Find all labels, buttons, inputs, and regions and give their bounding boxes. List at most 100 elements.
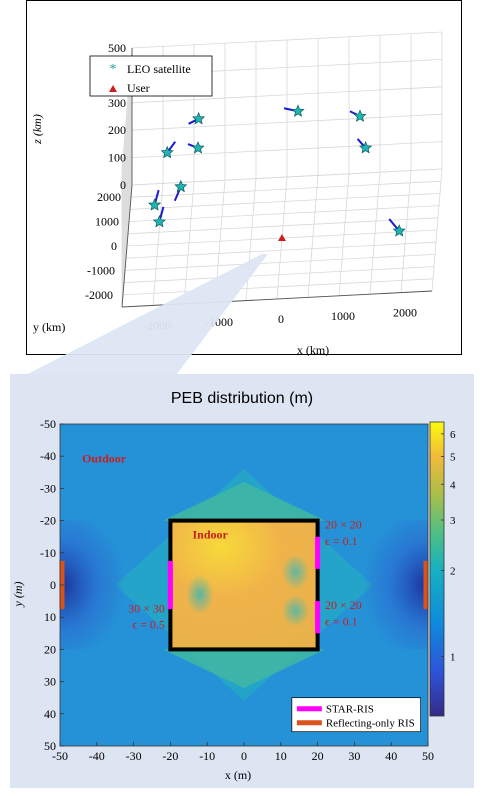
legend-label: Reflecting-only RIS [326,718,415,730]
heatmap-y-label: y (m) [11,582,25,608]
x-tick-label: -20 [162,749,178,763]
z-tick-label: 500 [108,41,126,55]
z-tick-label: 100 [108,151,126,165]
indoor-low-blob [185,574,214,615]
z-axis-label: z (km) [30,114,44,145]
floor-grid-line [369,172,381,295]
satellite-marker [353,109,367,122]
x-tick-label: 0 [278,312,284,326]
legend-triangle-icon [109,85,117,92]
satellite-marker [174,179,188,193]
ris-right-top-size-label: 20 × 20 [325,518,362,532]
ris-left-size-label: 30 × 30 [128,601,165,615]
y-axis-label: y (km) [33,320,65,334]
y-tick-label: -10 [40,546,56,560]
satellite-3d-svg: 5004003002001000200010000-1000-2000-2000… [30,31,443,357]
colorbar-tick-label: 5 [450,452,456,464]
floor-grid-line [400,170,412,293]
x-tick-label: -50 [52,749,68,763]
y-tick-label: 50 [44,739,56,753]
floor-grid-line [307,175,319,298]
indoor-low-blob [281,554,310,591]
3d-legend: * LEO satellite User [89,55,213,97]
z-tick-label: 300 [108,96,126,110]
y-tick-label: 10 [44,610,56,624]
satellite-marker [192,111,206,125]
x-axis-line [121,290,433,308]
y-tick-label: -2000 [85,288,113,302]
legend-label-satellite: LEO satellite [127,62,191,76]
floor-grid-line [127,217,439,235]
x-axis-label: x (km) [297,343,329,356]
heatmap-left-low-region [60,520,171,650]
colorbar-tick-label: 4 [450,479,456,491]
floor-grid-line [129,193,441,210]
z-tick-label: 200 [108,123,126,137]
y-tick-label: 2000 [97,190,121,204]
legend-label: STAR-RIS [326,704,374,716]
z-tick-label: 0 [120,178,126,192]
satellite-marker [359,140,373,154]
x-tick-label: 20 [312,749,324,763]
satellite-marker [148,198,162,211]
colorbar-tick-label: 2 [450,565,456,577]
y-tick-label: 40 [44,707,56,721]
ris-right-bottom-size-label: 20 × 20 [325,598,362,612]
x-tick-label: 40 [385,749,397,763]
ris-right-bottom-eps-label: ϵ = 0.1 [325,614,358,628]
heatmap-top-wedge [163,481,325,521]
legend-label-user: User [127,81,150,95]
legend-star-icon: * [110,62,117,77]
x-tick-label: -1000 [205,315,233,329]
heatmap-right-low-region [317,520,428,650]
ris-right-top-eps-label: ϵ = 0.1 [325,534,358,548]
heatmap-x-label: x (m) [225,768,251,782]
satellite-marker [392,224,406,237]
heatmap-ticks: -50 -40 -30 -20 -10 0 10 20 30 40 50-50-40-30-20-1… [40,417,434,763]
y-tick-label: 0 [111,239,117,253]
heatmap-legend-box [291,697,421,733]
x-tick-label: -10 [199,749,215,763]
y-tick-label: 30 [44,675,56,689]
x-tick-label: 2000 [393,306,417,320]
floor-grid-line [128,205,440,222]
satellite-marker [291,104,305,117]
colorbar-tick-label: 1 [450,652,456,664]
y-tick-label: -50 [40,417,56,431]
y-tick-label: -20 [40,514,56,528]
satellite-marker [191,141,205,154]
colorbar-gradient [429,421,445,717]
heatmap-svg: Outdoor Indoor 30 × 30 ϵ = 0.5 20 × 20 ϵ = 0.… [11,417,456,782]
3d-marks [148,104,406,241]
indoor-label: Indoor [192,527,228,541]
satellite-marker [160,145,174,159]
x-tick-label: 1000 [331,309,355,323]
user-marker [278,234,286,241]
y-tick-label: 20 [44,642,56,656]
x-tick-label: -30 [126,749,142,763]
x-tick-label: -2000 [143,318,171,332]
indoor-low-blob [281,594,310,627]
heatmap-plot-area: Outdoor Indoor 30 × 30 ϵ = 0.5 20 × 20 ϵ = 0.… [59,423,429,747]
heatmap-bottom-wedge [163,649,325,689]
y-tick-label: -30 [40,481,56,495]
peb-panel: PEB distribution (m) [10,374,474,788]
outdoor-label: Outdoor [82,452,127,466]
x-tick-label: 0 [241,749,247,763]
satellite-marker [152,214,166,228]
colorbar: 6 5 4 3 2 1 [429,421,456,717]
y-tick-label: -1000 [87,263,115,277]
floor-grid-line [130,180,442,198]
floor-grid-line [338,173,350,296]
floor-grid-line [431,168,443,292]
x-tick-label: -40 [89,749,105,763]
ris-left-eps-label: ϵ = 0.5 [132,617,165,631]
x-tick-label: 30 [348,749,360,763]
x-tick-label: 10 [275,749,287,763]
x-tick-label: 50 [422,749,434,763]
heatmap-title: PEB distribution (m) [170,390,314,407]
colorbar-tick-label: 6 [450,429,456,441]
y-tick-label: 1000 [95,215,119,229]
y-tick-label: -40 [40,449,56,463]
y-tick-label: 0 [50,578,56,592]
